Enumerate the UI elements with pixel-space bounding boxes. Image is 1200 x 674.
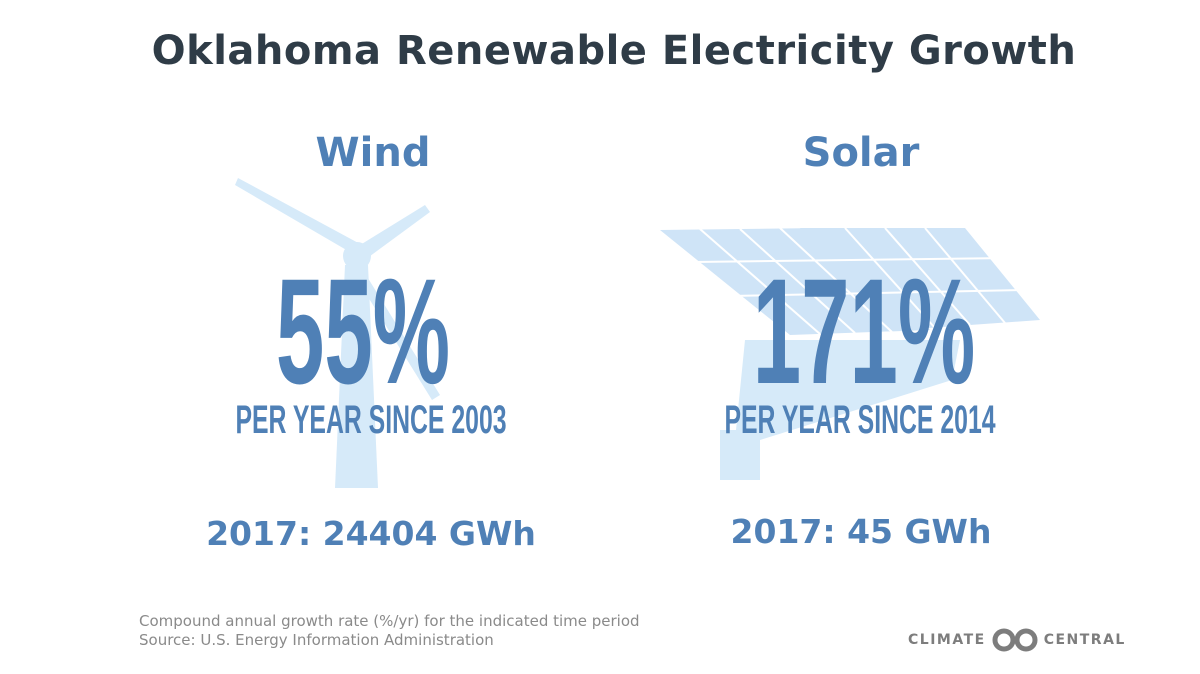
wind-heading: Wind	[315, 130, 431, 176]
solar-heading: Solar	[802, 130, 920, 176]
logo-rings-icon	[992, 628, 1038, 652]
solar-period: PER YEAR SINCE 2014	[724, 398, 996, 442]
wind-turbine-icon	[235, 178, 440, 488]
page-title: Oklahoma Renewable Electricity Growth	[151, 28, 1077, 74]
wind-period: PER YEAR SINCE 2003	[235, 398, 507, 442]
footer-source: Source: U.S. Energy Information Administ…	[139, 631, 494, 649]
logo-text-right: CENTRAL	[1043, 632, 1126, 648]
logo-text-left: CLIMATE	[908, 632, 986, 648]
wind-total: 2017: 24404 GWh	[206, 514, 536, 553]
solar-total: 2017: 45 GWh	[730, 512, 992, 551]
climate-central-logo: CLIMATE CENTRAL	[908, 628, 1126, 652]
footer-note: Compound annual growth rate (%/yr) for t…	[139, 612, 640, 630]
solar-panel-icon	[660, 227, 1040, 480]
wind-rate: 55%	[275, 247, 451, 415]
solar-rate: 171%	[752, 247, 976, 415]
